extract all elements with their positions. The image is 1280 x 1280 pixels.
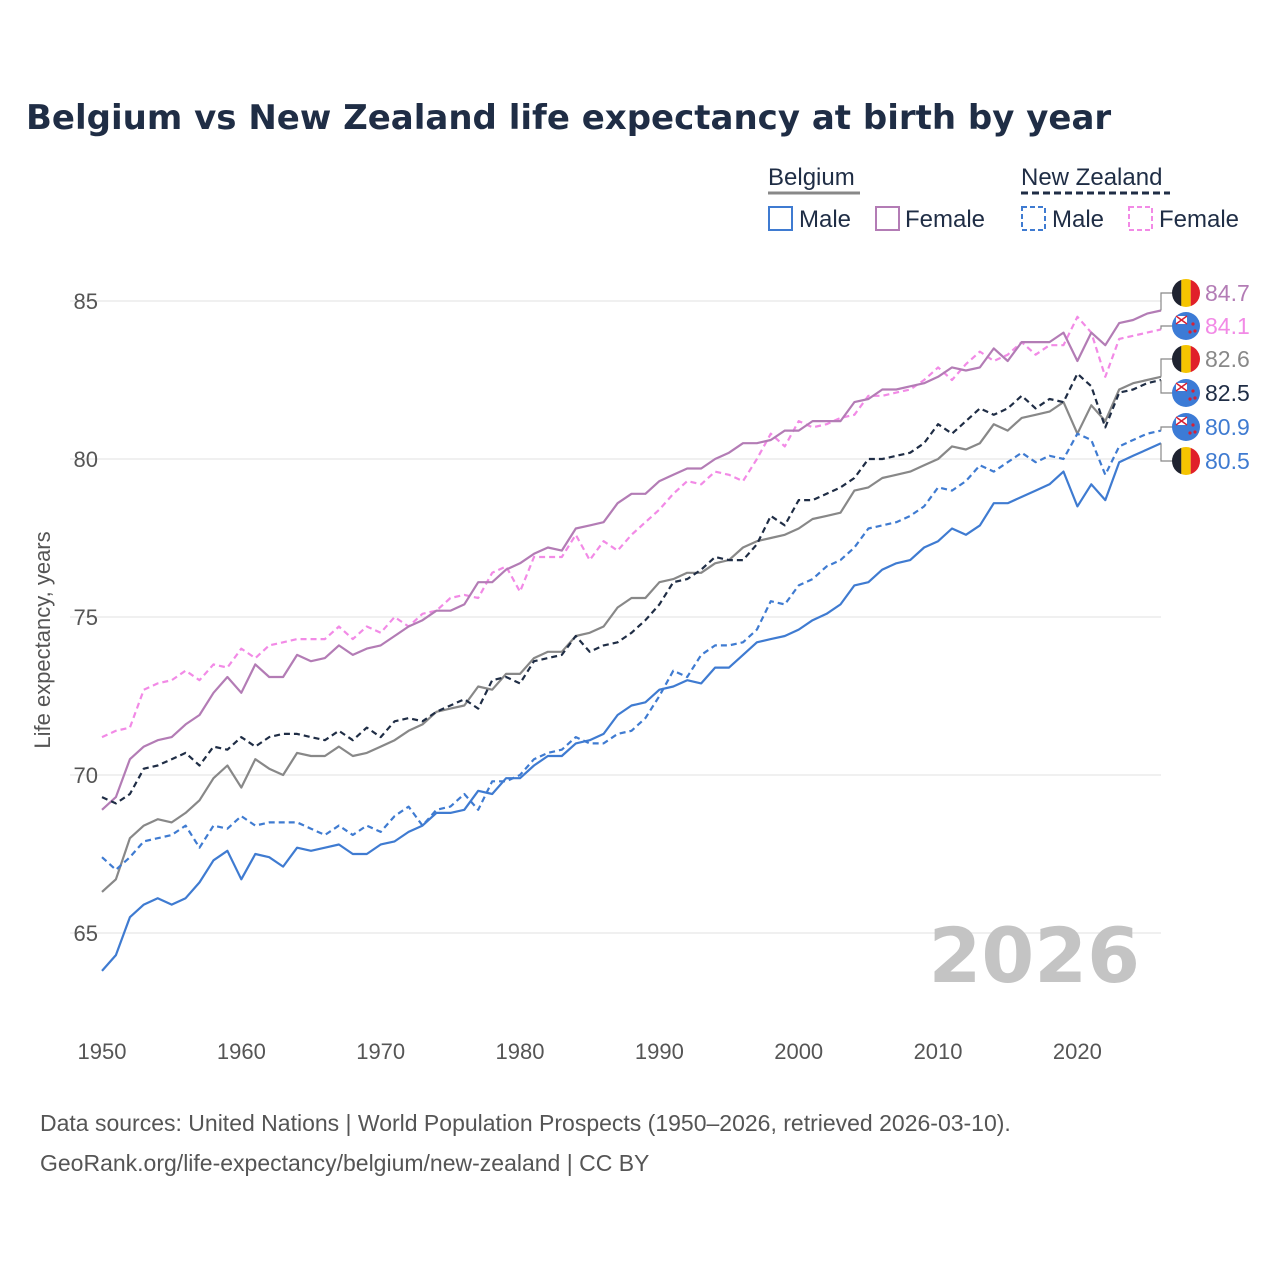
end-label-connector [1160, 325, 1173, 330]
x-tick-label: 2020 [1053, 1039, 1102, 1064]
legend-nz-female-swatch [1128, 206, 1153, 231]
end-label-value: 82.5 [1205, 380, 1250, 406]
legend-group-new-zealand: New Zealand [1021, 164, 1162, 191]
new-zealand-flag-icon [1172, 413, 1200, 441]
end-labels: 84.7 84.1 82.6 82.5 80.9 80.5 [1160, 279, 1250, 475]
belgium-flag-icon [1172, 345, 1200, 373]
y-axis-ticks: 65 70 75 80 85 [74, 289, 98, 946]
end-label-connector [1160, 380, 1173, 394]
series-line-bel-male [101, 442, 1162, 972]
x-tick-label: 1970 [356, 1039, 405, 1064]
x-tick-label: 1950 [78, 1039, 127, 1064]
legend-belgium-female-label: Female [905, 206, 985, 233]
series-line-bel-female [101, 309, 1162, 811]
y-tick-label: 65 [74, 921, 98, 946]
legend-nz-female-label: Female [1159, 206, 1239, 233]
x-tick-label: 1980 [496, 1039, 545, 1064]
series-line-nz-male [101, 429, 1162, 871]
end-label-value: 82.6 [1205, 346, 1250, 372]
end-label-connector [1160, 443, 1173, 462]
legend-belgium-female-swatch [875, 206, 900, 231]
y-axis-label: Life expectancy, years [30, 531, 55, 748]
x-tick-label: 2000 [774, 1039, 823, 1064]
new-zealand-flag-icon [1172, 379, 1200, 407]
legend-belgium-male-label: Male [799, 206, 851, 233]
legend-nz-male-label: Male [1052, 206, 1104, 233]
y-tick-label: 70 [74, 763, 98, 788]
end-label-value: 84.7 [1205, 280, 1250, 306]
year-watermark: 2026 [928, 911, 1140, 1000]
end-label-connector [1160, 358, 1173, 377]
legend-nz-male-swatch [1021, 206, 1046, 231]
series-lines [101, 309, 1162, 972]
legend: Belgium Male Female New Zealand Male Fem… [768, 164, 1239, 233]
y-tick-label: 80 [74, 447, 98, 472]
end-label-connector [1160, 292, 1173, 311]
x-tick-label: 1960 [217, 1039, 266, 1064]
end-label-value: 80.5 [1205, 448, 1250, 474]
legend-belgium-male-swatch [768, 206, 793, 231]
end-label-value: 84.1 [1205, 313, 1250, 339]
legend-group-belgium: Belgium [768, 164, 855, 191]
end-label-value: 80.9 [1205, 414, 1250, 440]
new-zealand-flag-icon [1172, 312, 1200, 340]
belgium-flag-icon [1172, 279, 1200, 307]
y-tick-label: 75 [74, 605, 98, 630]
chart-title: Belgium vs New Zealand life expectancy a… [26, 98, 1111, 138]
series-line-bel-total [101, 375, 1162, 893]
end-label-connector [1160, 426, 1173, 431]
source-line-1: Data sources: United Nations | World Pop… [40, 1110, 1011, 1136]
source-line-2: GeoRank.org/life-expectancy/belgium/new-… [40, 1150, 649, 1176]
x-tick-label: 2010 [914, 1039, 963, 1064]
series-line-nz-total [101, 372, 1162, 805]
x-tick-label: 1990 [635, 1039, 684, 1064]
gridlines [70, 300, 1161, 934]
belgium-flag-icon [1172, 447, 1200, 475]
y-tick-label: 85 [74, 289, 98, 314]
series-line-nz-female [101, 315, 1162, 739]
x-axis-ticks: 1950 1960 1970 1980 1990 2000 2010 2020 [78, 1039, 1102, 1064]
